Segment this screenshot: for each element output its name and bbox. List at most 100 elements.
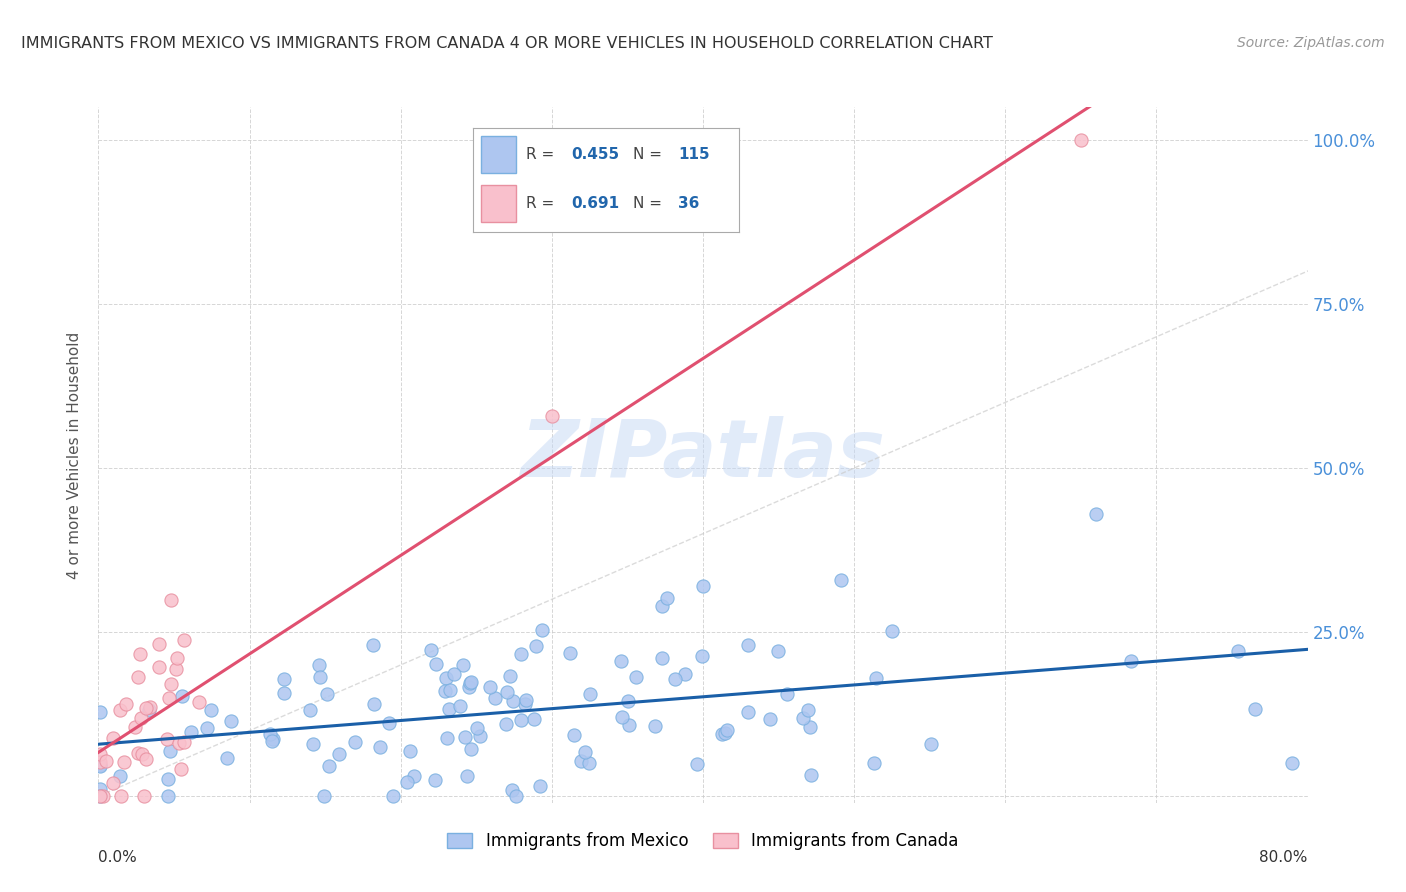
Point <box>135 752 157 766</box>
Point <box>1119 654 1142 668</box>
Point <box>127 670 149 684</box>
Point <box>711 727 734 741</box>
Point <box>1227 644 1250 658</box>
Point <box>449 698 471 713</box>
Point <box>502 694 524 708</box>
Point <box>505 789 527 803</box>
Point <box>644 719 666 733</box>
Point <box>108 703 131 717</box>
Point <box>363 697 385 711</box>
Point <box>156 789 179 803</box>
Point <box>1244 701 1267 715</box>
Point <box>865 671 887 685</box>
Point <box>692 578 714 592</box>
Point <box>166 650 188 665</box>
Point <box>651 651 673 665</box>
Point <box>180 725 202 739</box>
Point <box>686 757 709 772</box>
Point <box>114 697 136 711</box>
Point <box>103 775 125 789</box>
Point <box>127 746 149 760</box>
Point <box>309 670 332 684</box>
Point <box>110 789 132 803</box>
Point <box>655 591 678 605</box>
Point <box>797 702 820 716</box>
Point <box>467 722 489 736</box>
Point <box>302 737 325 751</box>
Point <box>863 756 886 770</box>
Point <box>132 789 155 803</box>
Point <box>89 757 111 772</box>
Point <box>830 573 852 587</box>
Point <box>434 671 457 685</box>
Point <box>612 710 634 724</box>
Text: Source: ZipAtlas.com: Source: ZipAtlas.com <box>1237 36 1385 50</box>
Point <box>167 736 190 750</box>
Point <box>610 654 633 668</box>
Point <box>157 772 180 787</box>
Point <box>478 680 501 694</box>
Point <box>436 731 458 745</box>
Point <box>460 674 482 689</box>
Point <box>378 716 401 731</box>
Point <box>262 732 284 747</box>
Point <box>617 718 640 732</box>
Point <box>148 659 170 673</box>
Point <box>138 700 160 714</box>
Point <box>361 638 384 652</box>
Point <box>173 735 195 749</box>
Point <box>501 783 523 797</box>
Point <box>108 769 131 783</box>
Point <box>457 680 479 694</box>
Point <box>273 672 295 686</box>
Point <box>89 756 111 770</box>
Point <box>617 694 640 708</box>
Text: ZIPatlas: ZIPatlas <box>520 416 886 494</box>
Point <box>89 789 111 803</box>
Point <box>776 687 799 701</box>
Point <box>187 695 209 709</box>
Point <box>91 789 114 803</box>
Point <box>382 789 405 803</box>
Point <box>156 731 179 746</box>
Point <box>529 779 551 793</box>
Point <box>523 712 546 726</box>
Point <box>368 740 391 755</box>
Point <box>425 772 447 787</box>
Point <box>395 775 418 789</box>
Point <box>157 691 180 706</box>
Point <box>515 693 537 707</box>
Point <box>569 754 592 768</box>
Y-axis label: 4 or more Vehicles in Household: 4 or more Vehicles in Household <box>67 331 83 579</box>
Point <box>737 638 759 652</box>
Point <box>664 672 686 686</box>
Point <box>737 705 759 719</box>
Point <box>799 720 821 734</box>
Point <box>170 690 193 704</box>
Point <box>1281 756 1303 771</box>
Point <box>124 721 146 735</box>
Point <box>112 755 135 769</box>
Point <box>318 759 340 773</box>
Point <box>316 687 339 701</box>
Point <box>768 644 790 658</box>
Point <box>759 712 782 726</box>
Point <box>314 789 336 803</box>
Point <box>298 703 321 717</box>
Point <box>690 648 713 663</box>
Point <box>530 623 553 637</box>
Point <box>439 682 461 697</box>
Point <box>131 747 153 762</box>
Point <box>558 646 581 660</box>
Point <box>129 647 152 661</box>
Point <box>399 744 422 758</box>
Point <box>138 703 160 717</box>
Point <box>94 754 117 768</box>
Point <box>499 669 522 683</box>
Point <box>524 639 547 653</box>
Point <box>799 767 821 781</box>
Point <box>328 747 350 761</box>
Point <box>89 789 111 803</box>
Point <box>510 647 533 661</box>
Point <box>578 756 600 771</box>
